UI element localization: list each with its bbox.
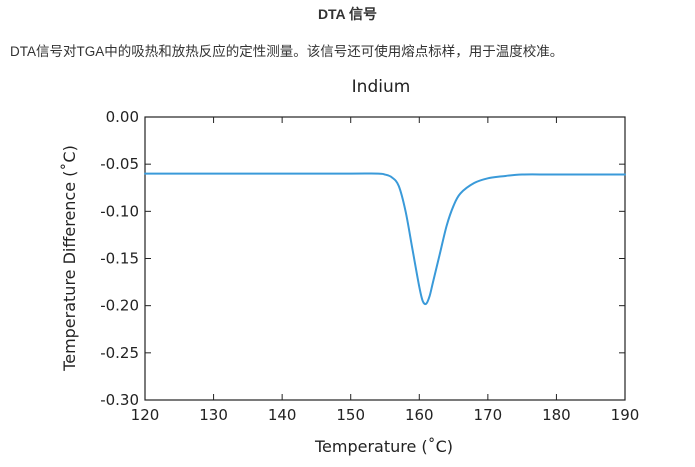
x-tick-label: 130 [199, 406, 228, 424]
x-tick-label: 170 [474, 406, 503, 424]
section-heading: DTA 信号 [317, 6, 378, 22]
y-tick-label: -0.15 [100, 250, 139, 268]
x-tick-label: 150 [336, 406, 365, 424]
y-axis-title: Temperature Difference (˚C) [60, 145, 79, 372]
x-tick-label: 190 [611, 406, 640, 424]
x-tick-label: 120 [131, 406, 160, 424]
y-tick-label: -0.10 [100, 202, 139, 220]
y-tick-label: -0.20 [100, 297, 139, 315]
y-tick-label: 0.00 [106, 108, 139, 126]
section-description: DTA信号对TGA中的吸热和放热反应的定性测量。该信号还可使用熔点标样，用于温度… [10, 44, 564, 59]
x-tick-label: 180 [542, 406, 571, 424]
y-tick-label: -0.25 [100, 344, 139, 362]
y-tick-label: -0.30 [100, 391, 139, 409]
series-line [144, 172, 626, 306]
chart-title: Indium [352, 77, 411, 97]
x-tick-label: 140 [268, 406, 297, 424]
y-tick-label: -0.05 [100, 155, 139, 173]
x-tick-label: 160 [405, 406, 434, 424]
plot-frame [144, 116, 626, 401]
x-axis-title: Temperature (˚C) [314, 437, 453, 456]
